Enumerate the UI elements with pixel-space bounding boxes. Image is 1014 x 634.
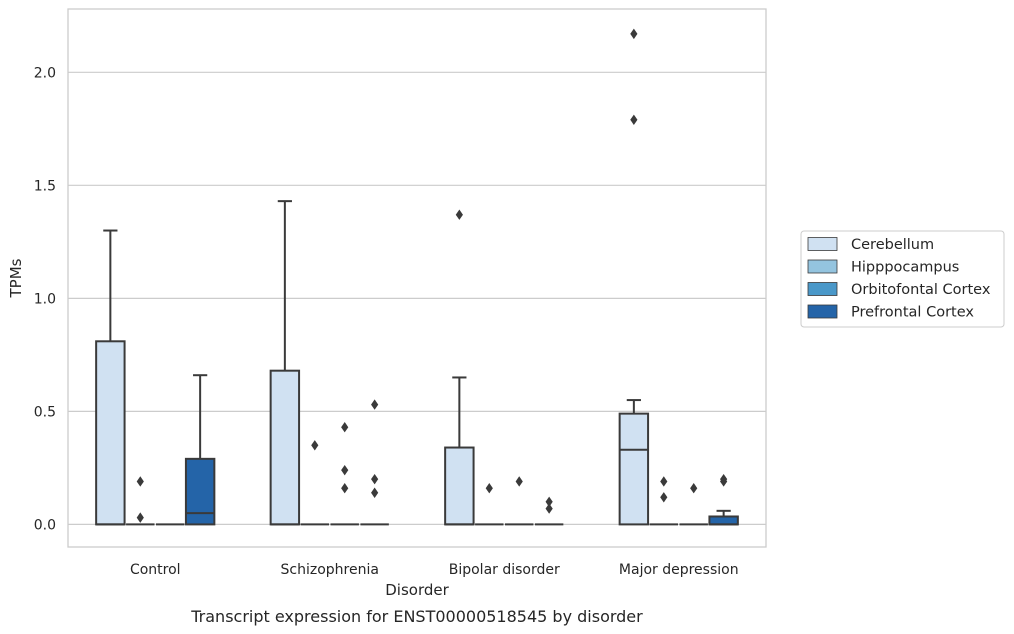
legend-swatch — [807, 282, 838, 296]
legend: Cerebellum Hipppocampus Orbitofontal Corte… — [800, 230, 1005, 328]
outlier-point — [341, 421, 349, 433]
y-axis-label: TPMs — [7, 258, 25, 298]
x-axis-ticks: Control Schizophrenia Bipolar disorder Majo… — [130, 562, 739, 578]
y-tick-label: 2.0 — [34, 65, 56, 81]
outlier-point — [341, 464, 349, 476]
box-3-0 — [618, 28, 650, 526]
outlier-point — [515, 476, 523, 487]
x-tick-label: Major depression — [619, 562, 739, 578]
box-3-3 — [708, 473, 739, 526]
outlier-point — [136, 512, 144, 523]
plot-area — [67, 8, 767, 548]
outlier-point — [660, 492, 668, 503]
outlier-point — [545, 503, 553, 514]
box-2-0 — [444, 209, 475, 526]
x-tick-label: Control — [130, 562, 181, 578]
legend-swatch — [807, 304, 838, 319]
outlier-point — [371, 473, 379, 485]
box-3-1 — [649, 476, 679, 526]
box-body — [618, 412, 650, 526]
outlier-point — [371, 487, 379, 498]
x-tick-label: Bipolar disorder — [449, 562, 560, 578]
outlier-point — [136, 476, 144, 487]
box-body — [444, 446, 475, 526]
box-1-1 — [300, 440, 330, 526]
box-1-3 — [360, 399, 389, 526]
outlier-point — [485, 483, 493, 494]
box-0-3 — [184, 374, 216, 526]
box-0-0 — [95, 229, 126, 526]
box-1-0 — [269, 200, 301, 526]
outlier-point — [660, 476, 668, 487]
chart-caption: Transcript expression for ENST0000051854… — [190, 607, 643, 626]
outlier-point — [720, 476, 728, 487]
box-2-2 — [504, 476, 534, 526]
outlier-point — [455, 209, 463, 220]
legend-frame — [800, 230, 1005, 328]
legend-label: Hipppocampus — [851, 260, 959, 276]
outlier-point — [690, 483, 698, 494]
y-tick-label: 0.0 — [34, 517, 56, 533]
box-3-2 — [679, 483, 708, 526]
y-tick-label: 0.5 — [34, 404, 56, 420]
outlier-point — [545, 496, 553, 507]
legend-label: Prefrontal Cortex — [851, 305, 974, 321]
box-2-3 — [534, 496, 564, 526]
y-tick-label: 1.0 — [34, 291, 56, 307]
outlier-point — [341, 483, 349, 494]
legend-label: Cerebellum — [851, 237, 934, 253]
legend-swatch — [807, 259, 838, 274]
outlier-point — [630, 28, 638, 40]
box-groups — [95, 28, 739, 526]
box-body — [708, 515, 739, 526]
x-axis-label: Disorder — [385, 581, 449, 599]
outlier-point — [371, 399, 379, 410]
box-1-2 — [330, 421, 359, 526]
y-tick-label: 1.5 — [34, 178, 56, 194]
x-tick-label: Schizophrenia — [281, 562, 379, 578]
legend-label: Orbitofontal Cortex — [851, 282, 991, 298]
box-body — [95, 340, 126, 526]
box-body — [269, 369, 301, 526]
outlier-point — [311, 440, 319, 451]
box-0-1 — [126, 476, 155, 526]
outlier-point — [630, 114, 638, 125]
box-2-1 — [475, 483, 504, 526]
y-axis-ticks: 0.0 0.5 1.0 1.5 2.0 — [34, 65, 56, 533]
box-body — [184, 457, 216, 526]
legend-swatch — [807, 237, 838, 251]
